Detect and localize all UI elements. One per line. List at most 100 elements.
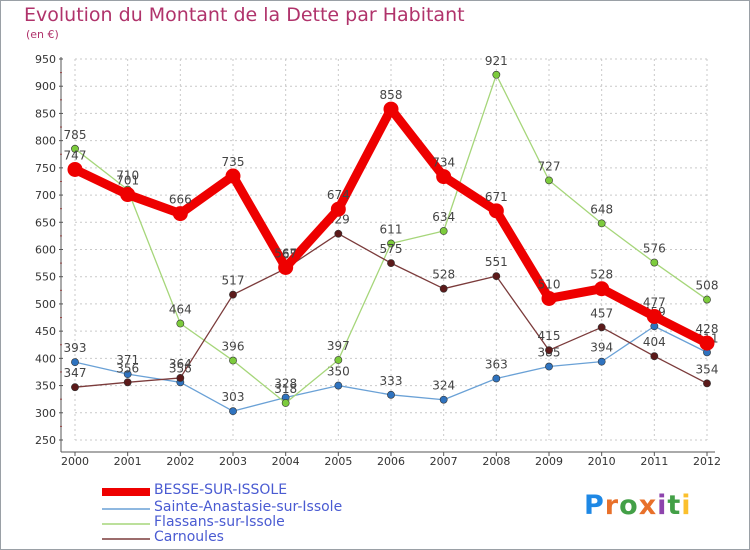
data-point-flassans-sur-issole (492, 70, 501, 79)
data-label-sainte-anastasie-sur-issole: 328 (274, 377, 297, 391)
data-point-besse-sur-issole (67, 161, 83, 177)
data-label-sainte-anastasie-sur-issole: 324 (432, 379, 455, 393)
data-point-flassans-sur-issole (545, 176, 553, 185)
logo-letter: i (681, 490, 692, 521)
y-tick-label: 300 (35, 407, 56, 420)
data-point-carnoules (176, 374, 185, 382)
logo-letter: x (638, 490, 658, 521)
data-label-besse-sur-issole: 735 (222, 155, 245, 169)
data-label-sainte-anastasie-sur-issole: 393 (64, 341, 87, 355)
data-point-carnoules (650, 352, 659, 361)
proxiti-logo: Proxiti (584, 490, 692, 521)
data-point-carnoules (71, 383, 79, 392)
legend-swatch-sainte-anastasie (102, 508, 150, 510)
data-label-sainte-anastasie-sur-issole: 356 (169, 361, 192, 375)
data-label-flassans-sur-issole: 634 (432, 210, 455, 224)
y-tick-label: 750 (35, 162, 56, 175)
data-label-besse-sur-issole: 477 (643, 295, 666, 309)
chart-title: Evolution du Montant de la Dette par Hab… (24, 4, 465, 26)
data-point-flassans-sur-issole (650, 258, 659, 267)
y-tick-label: 800 (35, 135, 56, 148)
data-label-besse-sur-issole: 701 (116, 174, 139, 188)
data-label-carnoules: 364 (169, 357, 192, 371)
data-label-besse-sur-issole: 510 (538, 277, 561, 291)
data-point-carnoules (387, 259, 395, 268)
y-tick-label: 500 (35, 298, 56, 311)
data-point-besse-sur-issole (436, 169, 452, 185)
data-point-besse-sur-issole (699, 335, 715, 351)
data-point-sainte-anastasie-sur-issole (492, 374, 501, 383)
x-tick-label: 2005 (324, 455, 352, 468)
y-tick-label: 950 (35, 53, 56, 66)
data-point-besse-sur-issole (120, 187, 136, 203)
data-label-carnoules: 528 (432, 268, 455, 282)
data-point-sainte-anastasie-sur-issole (334, 381, 343, 390)
data-label-carnoules: 517 (222, 274, 245, 288)
x-tick-label: 2011 (640, 455, 668, 468)
data-label-flassans-sur-issole: 318 (274, 382, 297, 396)
x-tick-label: 2004 (272, 455, 300, 468)
data-label-besse-sur-issole: 567 (274, 246, 297, 260)
data-label-carnoules: 354 (696, 362, 719, 376)
x-tick-label: 2010 (588, 455, 616, 468)
data-label-besse-sur-issole: 671 (485, 190, 508, 204)
data-point-flassans-sur-issole (597, 219, 606, 228)
x-tick-label: 2009 (535, 455, 563, 468)
data-point-sainte-anastasie-sur-issole (439, 395, 448, 404)
logo-letter: o (619, 490, 639, 521)
x-tick-label: 2008 (482, 455, 510, 468)
data-label-flassans-sur-issole: 727 (538, 159, 561, 173)
data-point-carnoules (229, 290, 237, 299)
data-point-carnoules (703, 379, 711, 388)
data-point-flassans-sur-issole (176, 319, 185, 328)
data-label-flassans-sur-issole: 576 (643, 242, 666, 256)
x-tick-label: 2003 (219, 455, 247, 468)
data-point-besse-sur-issole (330, 201, 346, 217)
data-label-sainte-anastasie-sur-issole: 363 (485, 357, 508, 371)
data-label-sainte-anastasie-sur-issole: 333 (380, 374, 403, 388)
y-tick-label: 600 (35, 244, 56, 257)
y-tick-label: 900 (35, 80, 56, 93)
y-tick-label: 850 (35, 107, 56, 120)
data-label-carnoules: 551 (485, 255, 508, 269)
x-tick-label: 2002 (166, 455, 194, 468)
data-label-sainte-anastasie-sur-issole: 350 (327, 365, 350, 379)
data-label-besse-sur-issole: 666 (169, 193, 192, 207)
data-label-sainte-anastasie-sur-issole: 371 (116, 353, 139, 367)
y-tick-label: 650 (35, 216, 56, 229)
data-point-flassans-sur-issole (229, 356, 237, 365)
data-label-besse-sur-issole: 428 (696, 322, 719, 336)
data-point-sainte-anastasie-sur-issole (71, 358, 79, 367)
data-point-flassans-sur-issole (334, 356, 343, 364)
data-point-besse-sur-issole (594, 281, 610, 297)
data-label-flassans-sur-issole: 921 (485, 54, 508, 68)
logo-letter: t (667, 490, 682, 521)
logo-letter: P (584, 490, 605, 521)
data-point-carnoules (492, 272, 501, 281)
y-tick-label: 450 (35, 325, 56, 338)
data-label-carnoules: 356 (116, 361, 139, 375)
data-label-flassans-sur-issole: 611 (380, 223, 403, 237)
legend-label-carnoules: Carnoules (154, 529, 224, 545)
legend-label-sainte-anastasie: Sainte-Anastasie-sur-Issole (154, 499, 343, 515)
data-label-flassans-sur-issole: 648 (590, 202, 613, 216)
data-label-flassans-sur-issole: 396 (222, 340, 245, 354)
data-label-flassans-sur-issole: 785 (64, 128, 87, 142)
data-point-besse-sur-issole (488, 203, 504, 219)
x-tick-label: 2007 (430, 455, 458, 468)
data-label-sainte-anastasie-sur-issole: 303 (222, 390, 245, 404)
legend-swatch-carnoules (102, 538, 150, 540)
data-point-carnoules (597, 323, 606, 332)
logo-letter: i (657, 490, 668, 521)
x-tick-label: 2001 (114, 455, 142, 468)
data-point-flassans-sur-issole (281, 399, 290, 407)
data-point-carnoules (334, 229, 343, 238)
data-point-sainte-anastasie-sur-issole (545, 362, 553, 371)
legend-swatch-besse (102, 488, 150, 496)
data-label-besse-sur-issole: 747 (64, 148, 87, 162)
data-point-besse-sur-issole (278, 259, 294, 275)
data-point-carnoules (439, 284, 448, 293)
data-label-sainte-anastasie-sur-issole: 394 (590, 341, 613, 355)
data-point-flassans-sur-issole (387, 239, 395, 248)
